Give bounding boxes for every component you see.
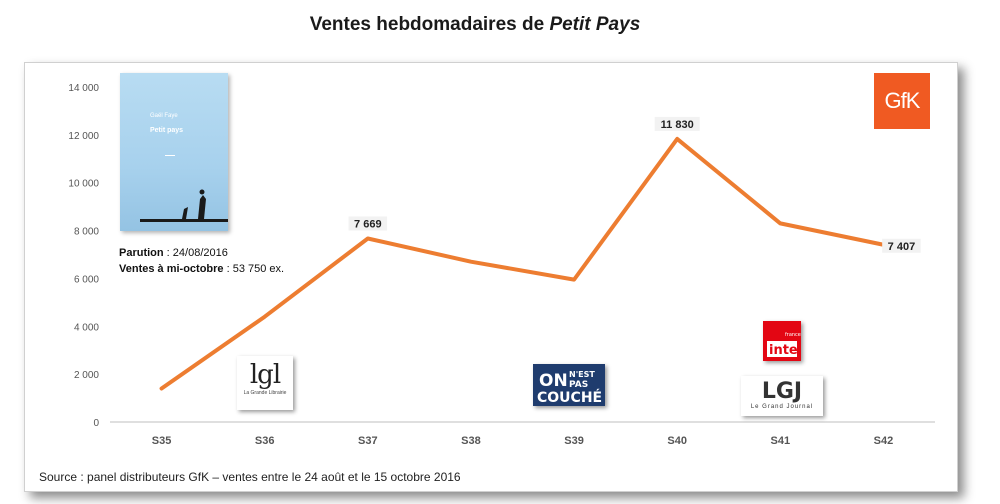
x-tick-label: S35 — [152, 435, 172, 447]
cover-illustration-icon — [140, 189, 228, 222]
svg-text:france: france — [785, 332, 801, 338]
chart-title: Ventes hebdomadaires de Petit Pays — [309, 14, 641, 35]
book-info: Parution : 24/08/2016 Ventes à mi-octobr… — [119, 247, 285, 275]
x-tick-label: S37 — [358, 435, 378, 447]
y-tick-label: 6 000 — [74, 274, 99, 285]
lgl-logo-text: lgl — [249, 360, 281, 390]
data-label-bg — [654, 116, 700, 131]
series-line — [159, 136, 886, 391]
lgj-logo-subtitle: Le Grand Journal — [750, 404, 814, 410]
y-tick-label: 8 000 — [74, 227, 99, 238]
onpc-logo: ON N'EST PAS COUCHÉ — [533, 364, 605, 406]
data-label: 7 669 — [354, 218, 382, 230]
data-label-bg — [882, 238, 921, 253]
lgj-logo-text: LGJ — [761, 379, 803, 404]
book-title: Petit pays — [150, 127, 184, 134]
svg-text:N'EST: N'EST — [569, 370, 595, 379]
svg-text:COUCHÉ: COUCHÉ — [537, 389, 602, 406]
book-cover: Gaël Faye Petit pays — [120, 73, 228, 231]
svg-text:inter: inter — [769, 343, 801, 358]
data-label: 11 830 — [661, 119, 694, 131]
source-note: Source : panel distributeurs GfK – vente… — [39, 470, 461, 484]
data-label: 7 407 — [888, 241, 916, 253]
svg-text:PAS: PAS — [569, 380, 588, 390]
data-labels: 7 669 11 830 7 407 — [348, 116, 921, 253]
y-tick-label: 10 000 — [68, 179, 99, 190]
y-tick-label: 0 — [93, 418, 99, 429]
y-tick-label: 4 000 — [74, 322, 99, 333]
x-tick-label: S40 — [667, 435, 687, 447]
y-axis: 0 2 000 4 000 6 000 8 000 10 000 12 000 14 000 — [68, 83, 99, 429]
y-tick-label: 14 000 — [68, 83, 99, 94]
lgl-logo-subtitle: La Grande Librairie — [243, 390, 287, 396]
data-label-bg — [348, 216, 388, 231]
x-tick-label: S38 — [461, 435, 481, 447]
lgj-logo: LGJ Le Grand Journal — [741, 376, 823, 416]
y-tick-label: 12 000 — [68, 131, 99, 142]
book-author: Gaël Faye — [150, 113, 178, 119]
svg-text:ON: ON — [539, 371, 568, 391]
x-tick-label: S41 — [771, 435, 791, 447]
cover-divider — [165, 155, 175, 156]
series-layer — [159, 136, 886, 391]
x-tick-label: S42 — [874, 435, 894, 447]
x-axis: S35 S36 S37 S38 S39 S40 S41 S42 — [110, 421, 935, 447]
france-inter-logo: inter france — [763, 321, 801, 361]
x-tick-label: S39 — [564, 435, 584, 447]
gfk-logo: GfK — [874, 73, 930, 129]
lgl-logo: lgl La Grande Librairie — [237, 356, 293, 410]
y-tick-label: 2 000 — [74, 370, 99, 381]
x-tick-label: S36 — [255, 435, 275, 447]
